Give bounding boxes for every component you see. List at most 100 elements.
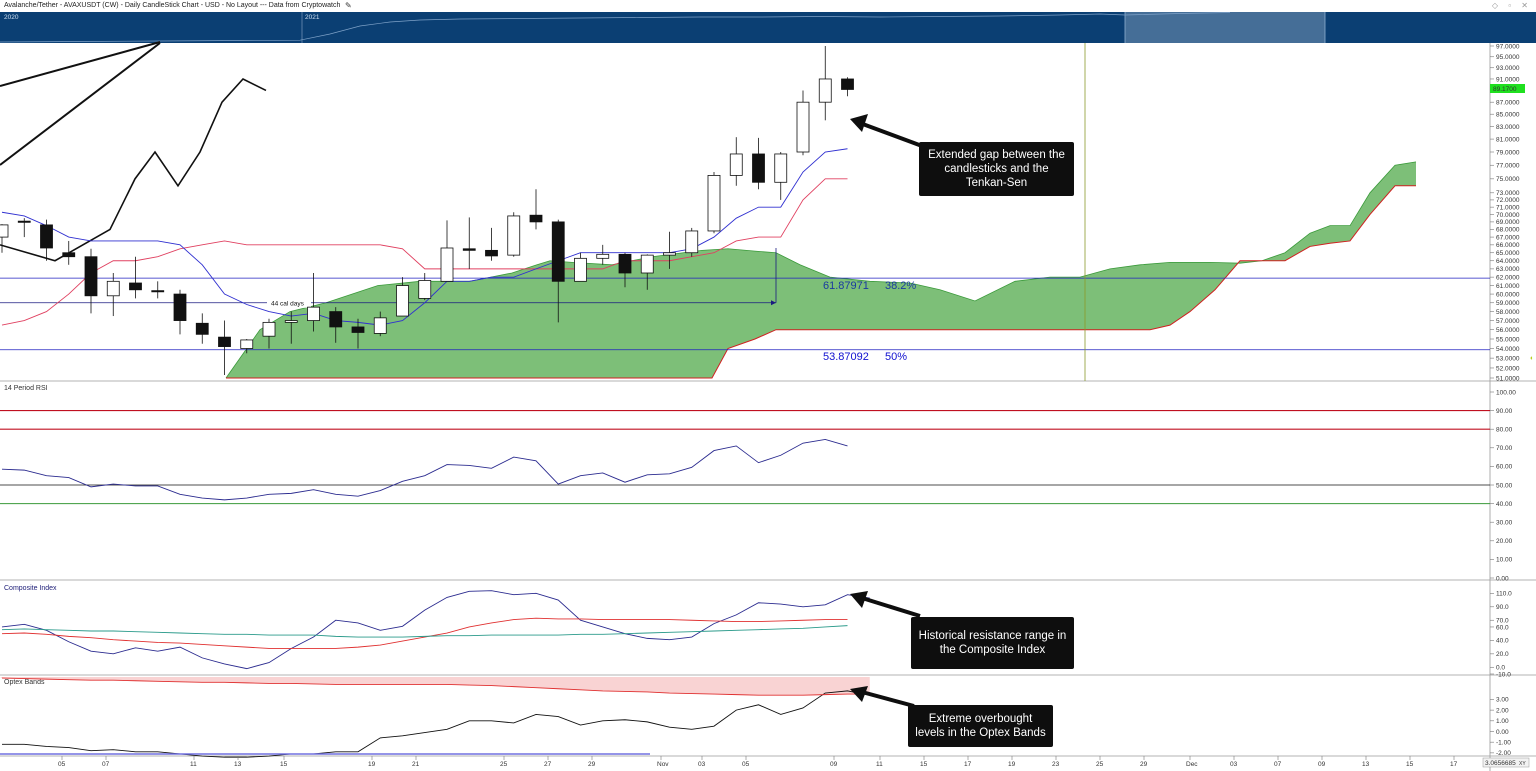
- candle-body: [84, 256, 98, 297]
- candle: [262, 318, 276, 349]
- candle: [151, 281, 165, 299]
- optex-band-fill: [0, 677, 870, 696]
- date-tick-label: 23: [1052, 761, 1060, 768]
- trend-line-1: [0, 42, 161, 166]
- composite-panel-title: Composite Index: [4, 585, 57, 592]
- candle: [195, 313, 209, 344]
- candle: [240, 339, 254, 354]
- date-tick-label: 25: [500, 761, 508, 768]
- candle: [284, 311, 298, 344]
- candle: [551, 219, 565, 323]
- candle-body: [663, 252, 676, 256]
- last-price-label: 89.1700: [1493, 86, 1517, 93]
- candle-body: [218, 336, 231, 347]
- candle-body: [774, 153, 788, 183]
- date-tick-label: 05: [742, 761, 750, 768]
- overview-year-2021: 2021: [305, 14, 320, 21]
- rsi-axis: 100.00 90.00 80.00 70.00 60.00 50.00 40.00 30.0…: [1490, 389, 1516, 582]
- candle-body: [707, 175, 721, 232]
- candle-body: [40, 224, 53, 249]
- price-tick-label: 79.0000: [1496, 149, 1520, 156]
- candle: [106, 272, 120, 317]
- rsi-tick-label: 50.00: [1496, 482, 1513, 489]
- candle-body: [418, 280, 432, 299]
- candle-body: [17, 220, 31, 223]
- date-axis: 05 07 11 13 15 19 21 25 27 29 Nov 03 05 09 11 15 17 19 23 2…: [58, 756, 1458, 768]
- candle-body: [329, 311, 343, 328]
- candle: [752, 137, 765, 190]
- date-tick-label: 03: [1230, 761, 1238, 768]
- fib-level-382-percent: 38.2%: [885, 280, 916, 292]
- date-tick-label: 15: [280, 761, 288, 768]
- candle-body: [262, 321, 276, 337]
- trend-line-0: [0, 41, 161, 87]
- kijun-sen-line: [1, 178, 848, 326]
- date-tick-label: 27: [544, 761, 552, 768]
- title-bar: Avalanche/Tether - AVAXUSDT (CW) - Daily…: [0, 0, 1536, 12]
- price-tick-label: 63.0000: [1496, 266, 1520, 273]
- candle: [507, 212, 521, 257]
- candle-body: [284, 320, 298, 323]
- optex-tick-label: 3.00: [1496, 697, 1509, 704]
- candle-body: [685, 230, 699, 254]
- date-tick-label: 03: [698, 761, 706, 768]
- candle-body: [440, 247, 454, 282]
- last-price-tag: 89.1700: [1490, 84, 1525, 93]
- candle: [17, 218, 31, 238]
- price-tick-label: 91.0000: [1496, 76, 1520, 83]
- date-tick-label: 17: [1450, 761, 1458, 768]
- xy-toggle-button[interactable]: XY: [1519, 761, 1526, 767]
- candle: [462, 217, 476, 269]
- candle: [173, 289, 187, 335]
- candle-body: [551, 221, 565, 282]
- overview-navigator[interactable]: 2020 2021: [0, 12, 1536, 43]
- candle-body: [129, 282, 142, 291]
- rsi-panel-title: 14 Period RSI: [4, 385, 48, 392]
- candlesticks: [0, 46, 854, 375]
- cloud-fill: [226, 161, 1416, 378]
- candle-body: [462, 248, 476, 251]
- price-tick-label: 54.0000: [1496, 346, 1520, 353]
- panel-frames: [0, 43, 1536, 771]
- date-tick-label: 29: [1140, 761, 1148, 768]
- candle-body: [62, 252, 76, 258]
- rsi-tick-label: 20.00: [1496, 538, 1513, 545]
- candle: [373, 311, 387, 337]
- candle: [596, 244, 610, 265]
- composite-series-1: [1, 617, 848, 649]
- candle-body: [240, 339, 254, 349]
- candle: [40, 219, 53, 261]
- date-tick-label: Nov: [657, 761, 669, 768]
- rsi-tick-label: 40.00: [1496, 501, 1513, 508]
- measure-arrowhead: [771, 300, 776, 306]
- candle-body: [618, 253, 632, 274]
- rsi-tick-label: 60.00: [1496, 464, 1513, 471]
- candle-body: [640, 254, 654, 274]
- rsi-tick-label: 30.00: [1496, 520, 1513, 527]
- date-tick-label: 21: [412, 761, 420, 768]
- candle: [685, 227, 699, 257]
- price-tick-label: 62.0000: [1496, 274, 1520, 281]
- price-tick-label: 97.0000: [1496, 43, 1520, 50]
- composite-axis: 110.0 90.0 70.060.0 40.0 20.0 0.0-10.0: [1490, 591, 1512, 678]
- date-range-measure: 44 cal days: [0, 247, 777, 308]
- price-tick-label: 64.0000: [1496, 258, 1520, 265]
- candle: [707, 171, 721, 234]
- date-tick-label: 11: [876, 761, 883, 768]
- pencil-icon[interactable]: ✎: [345, 1, 352, 10]
- price-tick-label: 85.0000: [1496, 111, 1520, 118]
- rsi-level-lines: [0, 410, 1490, 505]
- date-tick-label: 13: [234, 761, 242, 768]
- date-tick-label: 15: [1406, 761, 1414, 768]
- window-controls[interactable]: ◇ ▫ ✕: [1491, 1, 1532, 10]
- date-tick-label: 07: [1274, 761, 1282, 768]
- price-tick-label: 83.0000: [1496, 124, 1520, 131]
- candle-body: [752, 153, 765, 183]
- candle-body: [151, 290, 165, 293]
- candle-body: [307, 306, 320, 321]
- price-tick-label: 59.0000: [1496, 300, 1520, 307]
- rsi-tick-label: 80.00: [1496, 427, 1513, 434]
- overview-window[interactable]: [1125, 12, 1325, 43]
- candle: [351, 318, 365, 349]
